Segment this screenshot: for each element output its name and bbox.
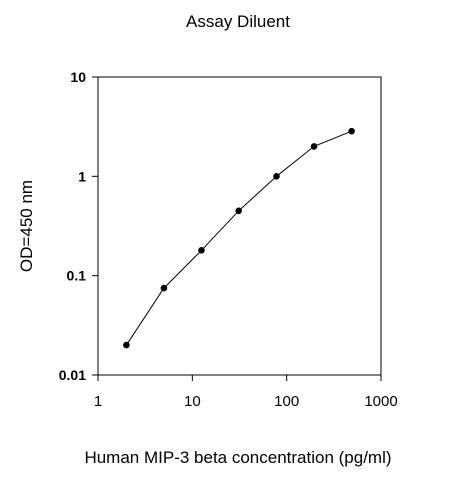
- data-points: [123, 127, 355, 349]
- data-point: [235, 207, 242, 215]
- data-point: [160, 284, 168, 292]
- y-axis: 0.01 0.1 1 10: [59, 69, 98, 383]
- x-tick-label: 1000: [364, 393, 397, 410]
- y-axis-label: OD=450 nm: [17, 180, 36, 272]
- x-tick-label: 10: [184, 393, 201, 410]
- plot-frame: [97, 76, 382, 376]
- y-tick-label: 10: [70, 69, 86, 85]
- x-tick-label: 100: [274, 393, 299, 410]
- y-tick-label: 0.1: [67, 268, 87, 284]
- data-point: [310, 143, 318, 150]
- y-tick-label: 1: [78, 168, 86, 184]
- x-axis-label: Human MIP-3 beta concentration (pg/ml): [84, 448, 391, 467]
- data-point: [198, 247, 205, 254]
- data-point: [273, 173, 280, 180]
- x-tick-label: 1: [94, 393, 102, 410]
- chart-title: Assay Diluent: [186, 12, 290, 31]
- series-line: [125, 130, 352, 346]
- y-tick-label: 0.01: [59, 367, 86, 383]
- x-axis: 1 10 100 1000: [94, 375, 398, 410]
- data-point: [123, 341, 130, 349]
- data-point: [348, 127, 355, 135]
